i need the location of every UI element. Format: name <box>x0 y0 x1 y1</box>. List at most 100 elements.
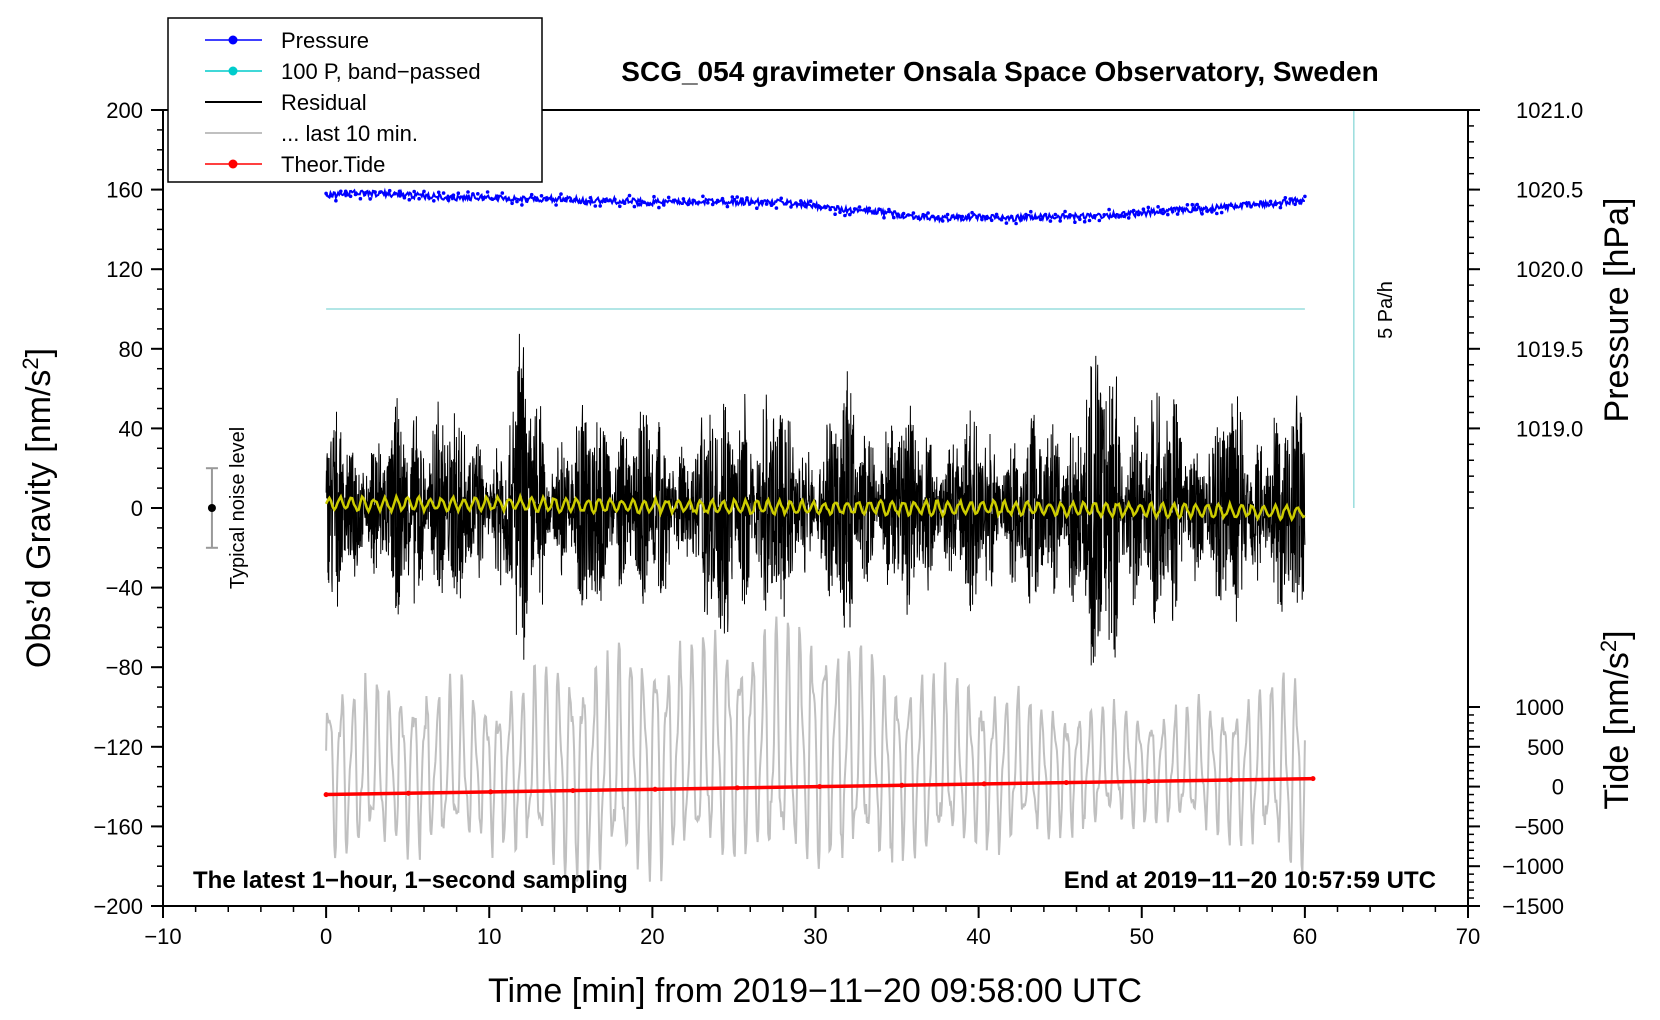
tide-point <box>652 786 658 792</box>
pressure-point <box>931 214 935 219</box>
noise-bar-dot <box>207 504 216 512</box>
pressure-point <box>339 189 343 194</box>
pressure-point <box>735 195 739 199</box>
tide-tick-label: −500 <box>1514 814 1564 839</box>
pressure-point <box>720 196 725 201</box>
pressure-point <box>1278 205 1283 210</box>
pressure-point <box>397 189 402 194</box>
pressure-point <box>769 203 774 207</box>
pressure-point <box>1210 210 1214 214</box>
y-axis-title-left-sup: 2 <box>18 357 43 369</box>
x-tick-label: 40 <box>966 924 990 949</box>
pressure-point <box>1004 221 1009 225</box>
legend-entry: ... last 10 min. <box>205 121 418 146</box>
pressure-point <box>1200 212 1204 216</box>
pressure-point <box>1097 218 1102 223</box>
y-axis-title-left-text: Obs’d Gravity [nm/s <box>20 370 58 669</box>
y-tick-label-left: −40 <box>106 576 143 601</box>
tide-tick-label: −1000 <box>1502 854 1564 879</box>
pressure-point <box>1166 212 1170 217</box>
pressure-point <box>520 203 524 207</box>
y-tick-label-left: 40 <box>119 416 143 441</box>
legend-entry: Theor.Tide <box>205 152 385 177</box>
series-smoothed-residual <box>324 492 1306 523</box>
pressure-point <box>578 200 583 205</box>
pressure-point <box>989 218 994 223</box>
pressure-point <box>896 213 901 217</box>
pressure-point <box>1151 209 1155 213</box>
tide-tick-label: 500 <box>1527 735 1564 760</box>
pressure-point <box>1078 217 1082 222</box>
pressure-point <box>784 202 788 206</box>
pressure-point <box>613 197 617 202</box>
tide-point <box>488 789 494 795</box>
legend-swatch-marker <box>228 35 238 45</box>
y-axis-title-tide-text: Tide [nm/s <box>1598 652 1636 809</box>
pressure-point <box>1038 217 1043 222</box>
pressure-point <box>1043 212 1048 217</box>
pressure-point <box>818 205 823 210</box>
pressure-point <box>363 191 368 195</box>
pressure-point <box>1185 203 1190 207</box>
y-tick-label-left: −120 <box>93 735 143 760</box>
pressure-point <box>652 194 656 199</box>
y-axis-title-tide-sup: 2 <box>1596 640 1621 652</box>
pressure-point <box>1175 212 1180 216</box>
y-tick-label-left: −80 <box>106 655 143 680</box>
pressure-point <box>862 208 867 212</box>
pressure-point <box>387 188 392 193</box>
pressure-point <box>1259 200 1263 204</box>
y-axis-title-left-end: ] <box>20 348 58 357</box>
pressure-point <box>495 194 500 198</box>
x-tick-label: 60 <box>1293 924 1317 949</box>
sampling-note: The latest 1−hour, 1−second sampling <box>193 867 628 894</box>
pressure-point <box>1224 204 1229 208</box>
x-tick-label: 10 <box>477 924 501 949</box>
series-theor-tide <box>323 776 1316 798</box>
pressure-point <box>441 191 446 195</box>
pressure-point <box>833 212 837 216</box>
y-axis-title-tide-end: ] <box>1598 630 1636 639</box>
pressure-point <box>569 199 573 203</box>
pressure-tick-label: 1019.0 <box>1516 416 1583 441</box>
pressure-point <box>965 216 969 220</box>
pressure-point <box>505 197 510 202</box>
y-tick-label-left: 0 <box>131 496 143 521</box>
pressure-point <box>1092 214 1097 218</box>
pressure-point <box>353 192 358 197</box>
pressure-point <box>980 217 984 222</box>
pressure-point <box>745 196 749 200</box>
series-pressure <box>324 187 1307 226</box>
legend-entry: Pressure <box>205 28 369 53</box>
pressure-point <box>471 192 475 196</box>
pressure-point <box>378 190 382 194</box>
pressure-point <box>622 201 627 205</box>
pressure-point <box>1117 215 1121 219</box>
pressure-point <box>515 199 519 204</box>
pressure-point <box>794 201 798 205</box>
legend-entry: 100 P, band−passed <box>205 59 481 84</box>
pressure-point <box>417 196 421 201</box>
pressure-point <box>657 205 661 210</box>
pressure-point <box>921 212 925 217</box>
pressure-point <box>1293 202 1297 207</box>
pressure-point <box>1141 207 1146 211</box>
pressure-point <box>671 198 676 203</box>
pressure-point <box>681 197 686 201</box>
pressure-point <box>848 212 852 217</box>
tide-point <box>1310 776 1316 782</box>
pressure-point <box>1161 211 1165 216</box>
pressure-point <box>329 193 333 198</box>
pressure-point <box>559 192 563 196</box>
pressure-point <box>691 198 695 203</box>
pressure-point <box>985 216 989 221</box>
legend-label: Pressure <box>281 28 369 53</box>
pressure-point <box>999 217 1004 222</box>
pressure-point <box>1170 209 1175 214</box>
tide-point <box>405 790 411 796</box>
tide-point <box>1228 777 1234 783</box>
pressure-point <box>764 202 769 206</box>
pressure-point <box>1073 220 1077 224</box>
pressure-point <box>564 197 568 201</box>
